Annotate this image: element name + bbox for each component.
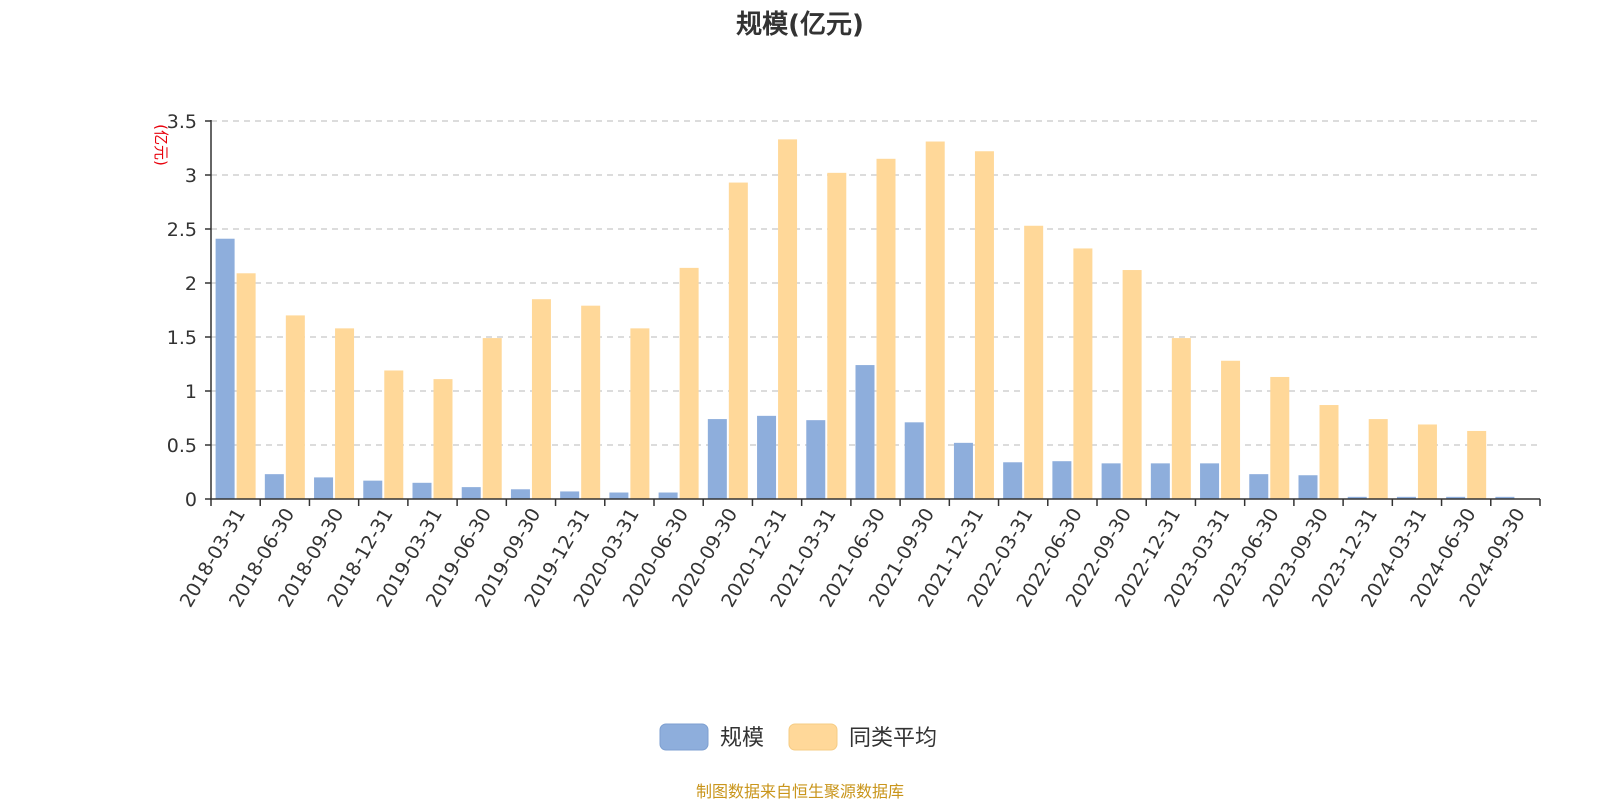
bar-series-2[interactable] [1122,270,1142,499]
bar-series-1[interactable] [264,474,284,499]
bar-series-1[interactable] [707,419,727,499]
axes [205,120,1541,506]
bar-series-1[interactable] [1249,474,1269,499]
bar-series-1[interactable] [1347,496,1367,499]
y-tick-label: 1.5 [167,327,197,349]
bar-series-1[interactable] [904,422,924,499]
bar-series-2[interactable] [1417,424,1437,499]
bar-series-2[interactable] [1073,248,1093,499]
bar-series-2[interactable] [285,315,305,499]
bar-series-1[interactable] [806,420,826,499]
bar-series-2[interactable] [1171,338,1191,499]
x-axis-tick-labels: 2018-03-312018-06-302018-09-302018-12-31… [176,504,1530,611]
bar-series-2[interactable] [876,158,896,500]
legend-swatch-series-2[interactable] [788,723,838,751]
bar-series-2[interactable] [1368,419,1388,499]
y-axis-tick-labels: 0 0.5 1 1.5 2 2.5 3 3.5 [167,111,197,511]
bar-series-2[interactable] [433,379,453,499]
bar-series-2[interactable] [827,172,847,499]
bar-series-1[interactable] [1200,463,1220,499]
bar-series-1[interactable] [1396,496,1416,499]
bar-series-2[interactable] [925,141,945,499]
bar-series-1[interactable] [1052,461,1072,499]
bar-series-1[interactable] [1150,463,1170,499]
bar-series-1[interactable] [412,482,432,499]
y-tick-label: 1 [185,381,197,403]
bar-series-1[interactable] [461,487,481,499]
grid-lines [211,120,1540,446]
y-tick-label: 2 [185,273,197,295]
bar-series-1[interactable] [1298,475,1318,499]
bar-series-1[interactable] [560,491,580,499]
bar-series-1[interactable] [314,477,334,499]
bar-series-1[interactable] [215,238,235,499]
data-source-note: 制图数据来自恒生聚源数据库 [696,782,904,800]
y-tick-label: 0 [185,489,197,511]
legend-label-series-1[interactable]: 规模 [720,726,764,751]
bar-series-2[interactable] [1221,360,1241,499]
bar-series-2[interactable] [335,328,355,499]
bar-series-1[interactable] [855,365,875,499]
legend: 规模 同类平均 [659,723,937,751]
bar-series-1[interactable] [658,492,678,499]
bar-series-2[interactable] [679,267,699,499]
bars [215,139,1515,500]
bar-series-2[interactable] [778,139,798,500]
bar-series-2[interactable] [1270,376,1290,499]
y-axis-unit-label: (亿元) [152,124,170,166]
bar-series-2[interactable] [236,273,256,499]
bar-series-2[interactable] [1467,430,1487,499]
bar-series-2[interactable] [1319,405,1339,499]
bar-series-1[interactable] [1101,463,1121,499]
bar-series-2[interactable] [581,305,601,499]
legend-swatch-series-1[interactable] [659,723,709,751]
bar-series-1[interactable] [609,492,629,499]
bar-series-1[interactable] [1495,496,1515,499]
legend-label-series-2[interactable]: 同类平均 [849,726,937,751]
bar-series-2[interactable] [482,338,502,499]
bar-series-2[interactable] [728,182,748,499]
chart-title: 规模(亿元) [736,10,864,40]
bar-series-1[interactable] [953,442,973,499]
bar-series-2[interactable] [384,370,404,499]
bar-series-1[interactable] [363,480,383,499]
bar-series-1[interactable] [757,415,777,499]
y-tick-label: 2.5 [167,219,197,241]
y-tick-label: 0.5 [167,435,197,457]
y-tick-label: 3.5 [167,111,197,133]
bar-series-1[interactable] [1446,496,1466,499]
y-tick-label: 3 [185,165,197,187]
bar-series-2[interactable] [630,328,650,499]
bar-series-2[interactable] [531,299,551,499]
bar-series-2[interactable] [974,151,994,500]
bar-series-1[interactable] [510,489,530,499]
bar-series-2[interactable] [1024,225,1044,499]
bar-series-1[interactable] [1003,462,1023,499]
